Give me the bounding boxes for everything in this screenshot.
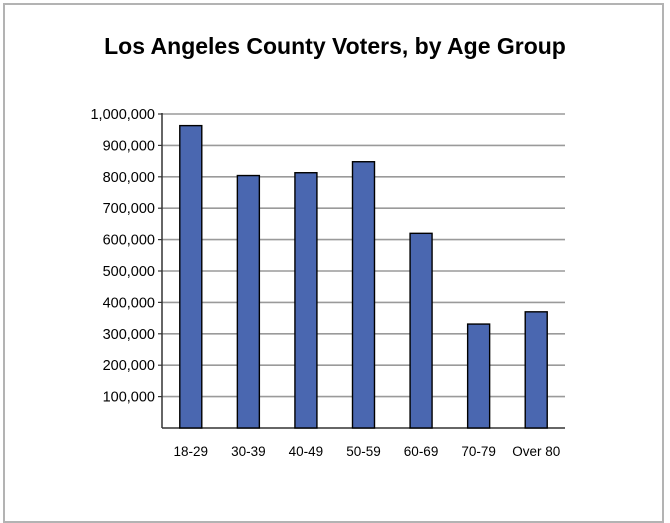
bar-chart: Los Angeles County Voters, by Age Group … <box>90 33 566 459</box>
x-tick-label: 50-59 <box>346 444 381 459</box>
y-tick-label: 700,000 <box>103 201 155 217</box>
bar-70-79 <box>466 323 491 429</box>
bars <box>179 124 548 429</box>
bar-40-49 <box>294 172 318 429</box>
bar-over-80 <box>524 311 548 429</box>
x-tick-label: 70-79 <box>461 444 496 459</box>
y-tick-label: 100,000 <box>103 390 155 406</box>
x-tick-label: 60-69 <box>404 444 439 459</box>
y-tick-label: 500,000 <box>103 264 155 280</box>
y-tick-labels: 100,000 200,000 300,000 400,000 500,000 600,0… <box>90 107 155 406</box>
bar-30-39 <box>236 174 261 429</box>
x-tick-labels: 18-29 30-39 40-49 50-59 60-69 70-79 Over 80 <box>174 444 561 459</box>
chart-title: Los Angeles County Voters, by Age Group <box>104 33 566 59</box>
chart-frame <box>3 3 664 523</box>
y-tick-label: 800,000 <box>103 170 155 186</box>
y-tick-label: 900,000 <box>103 138 155 154</box>
y-tick-label: 400,000 <box>103 295 155 311</box>
bar-50-59 <box>351 161 376 429</box>
x-tick-label: 40-49 <box>289 444 324 459</box>
bar-18-29 <box>179 124 203 429</box>
y-tick-label: 200,000 <box>103 358 155 374</box>
y-tick-label: 1,000,000 <box>90 107 155 123</box>
y-tick-label: 300,000 <box>103 327 155 343</box>
x-tick-label: Over 80 <box>512 444 560 459</box>
bar-60-69 <box>409 232 433 429</box>
y-tick-label: 600,000 <box>103 233 155 249</box>
grid-lines <box>162 113 565 398</box>
x-tick-label: 30-39 <box>231 444 266 459</box>
x-tick-label: 18-29 <box>174 444 209 459</box>
